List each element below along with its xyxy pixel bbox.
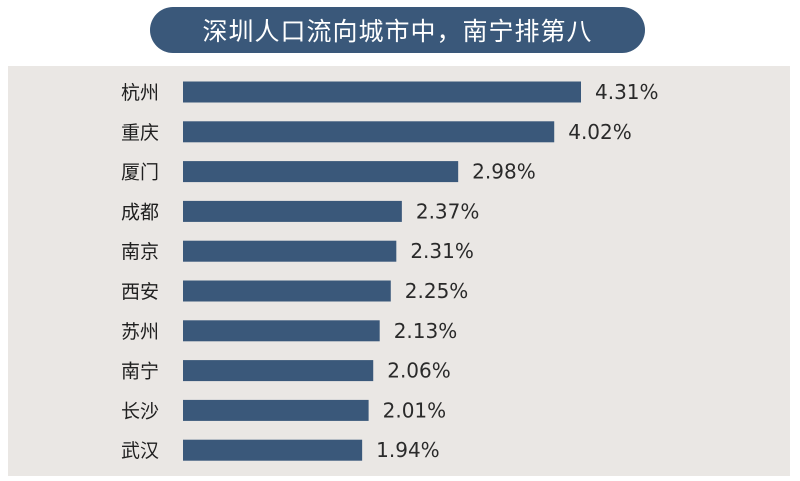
category-label: 厦门 bbox=[121, 162, 159, 184]
chart-title: 深圳人口流向城市中，南宁排第八 bbox=[150, 7, 645, 53]
category-label: 成都 bbox=[121, 201, 159, 223]
value-label: 2.31% bbox=[410, 239, 474, 263]
category-label: 重庆 bbox=[121, 122, 159, 144]
value-label: 2.25% bbox=[405, 279, 469, 303]
value-label: 4.02% bbox=[568, 120, 632, 144]
value-label: 2.01% bbox=[383, 398, 447, 422]
bar bbox=[183, 240, 397, 262]
value-label: 2.13% bbox=[394, 319, 458, 343]
chart-title-text: 深圳人口流向城市中，南宁排第八 bbox=[202, 17, 593, 46]
category-label: 苏州 bbox=[121, 321, 159, 343]
category-label: 南宁 bbox=[121, 361, 159, 383]
bar bbox=[183, 360, 374, 382]
value-label: 2.98% bbox=[472, 160, 536, 184]
bar bbox=[183, 399, 369, 421]
category-label: 杭州 bbox=[121, 82, 159, 104]
value-label: 1.94% bbox=[376, 438, 440, 462]
bar bbox=[183, 439, 363, 461]
bar bbox=[183, 320, 380, 342]
value-label: 2.37% bbox=[416, 199, 480, 223]
category-label: 南京 bbox=[121, 241, 159, 263]
value-label: 2.06% bbox=[387, 359, 451, 383]
value-label: 4.31% bbox=[595, 80, 659, 104]
bar bbox=[183, 81, 581, 103]
category-label: 长沙 bbox=[121, 400, 159, 422]
bar bbox=[183, 121, 555, 143]
bar bbox=[183, 161, 459, 183]
bar bbox=[183, 200, 402, 222]
category-label: 武汉 bbox=[121, 440, 159, 462]
category-label: 西安 bbox=[121, 281, 159, 303]
bar bbox=[183, 280, 391, 302]
